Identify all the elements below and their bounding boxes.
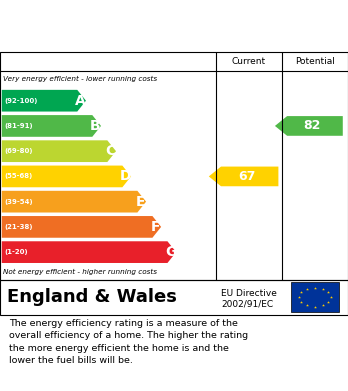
Polygon shape bbox=[2, 191, 146, 212]
Text: (21-38): (21-38) bbox=[4, 224, 33, 230]
Text: The energy efficiency rating is a measure of the
overall efficiency of a home. T: The energy efficiency rating is a measur… bbox=[9, 319, 248, 365]
Polygon shape bbox=[2, 165, 131, 187]
Polygon shape bbox=[2, 241, 176, 263]
Text: B: B bbox=[90, 119, 101, 133]
Text: E: E bbox=[136, 195, 145, 209]
Text: EU Directive: EU Directive bbox=[221, 289, 277, 298]
Text: Potential: Potential bbox=[295, 57, 335, 66]
Text: F: F bbox=[151, 220, 160, 234]
Text: Current: Current bbox=[232, 57, 266, 66]
Polygon shape bbox=[209, 167, 278, 186]
Text: Very energy efficient - lower running costs: Very energy efficient - lower running co… bbox=[3, 75, 158, 82]
Text: 67: 67 bbox=[238, 170, 256, 183]
Text: (92-100): (92-100) bbox=[4, 98, 38, 104]
Bar bbox=[291, 282, 339, 312]
Text: 2002/91/EC: 2002/91/EC bbox=[221, 300, 273, 309]
Polygon shape bbox=[2, 90, 86, 111]
Text: D: D bbox=[120, 169, 131, 183]
Text: (69-80): (69-80) bbox=[4, 148, 33, 154]
Text: (39-54): (39-54) bbox=[4, 199, 33, 204]
Polygon shape bbox=[2, 115, 101, 137]
Text: (1-20): (1-20) bbox=[4, 249, 28, 255]
Polygon shape bbox=[2, 216, 161, 238]
Text: G: G bbox=[165, 245, 176, 259]
Text: C: C bbox=[105, 144, 116, 158]
Text: Energy Efficiency Rating: Energy Efficiency Rating bbox=[63, 18, 285, 33]
Text: Not energy efficient - higher running costs: Not energy efficient - higher running co… bbox=[3, 269, 158, 275]
Polygon shape bbox=[275, 116, 343, 136]
Text: (81-91): (81-91) bbox=[4, 123, 33, 129]
Text: England & Wales: England & Wales bbox=[7, 288, 177, 306]
Text: 82: 82 bbox=[304, 119, 321, 133]
Text: A: A bbox=[75, 94, 86, 108]
Text: (55-68): (55-68) bbox=[4, 174, 32, 179]
Polygon shape bbox=[2, 140, 116, 162]
